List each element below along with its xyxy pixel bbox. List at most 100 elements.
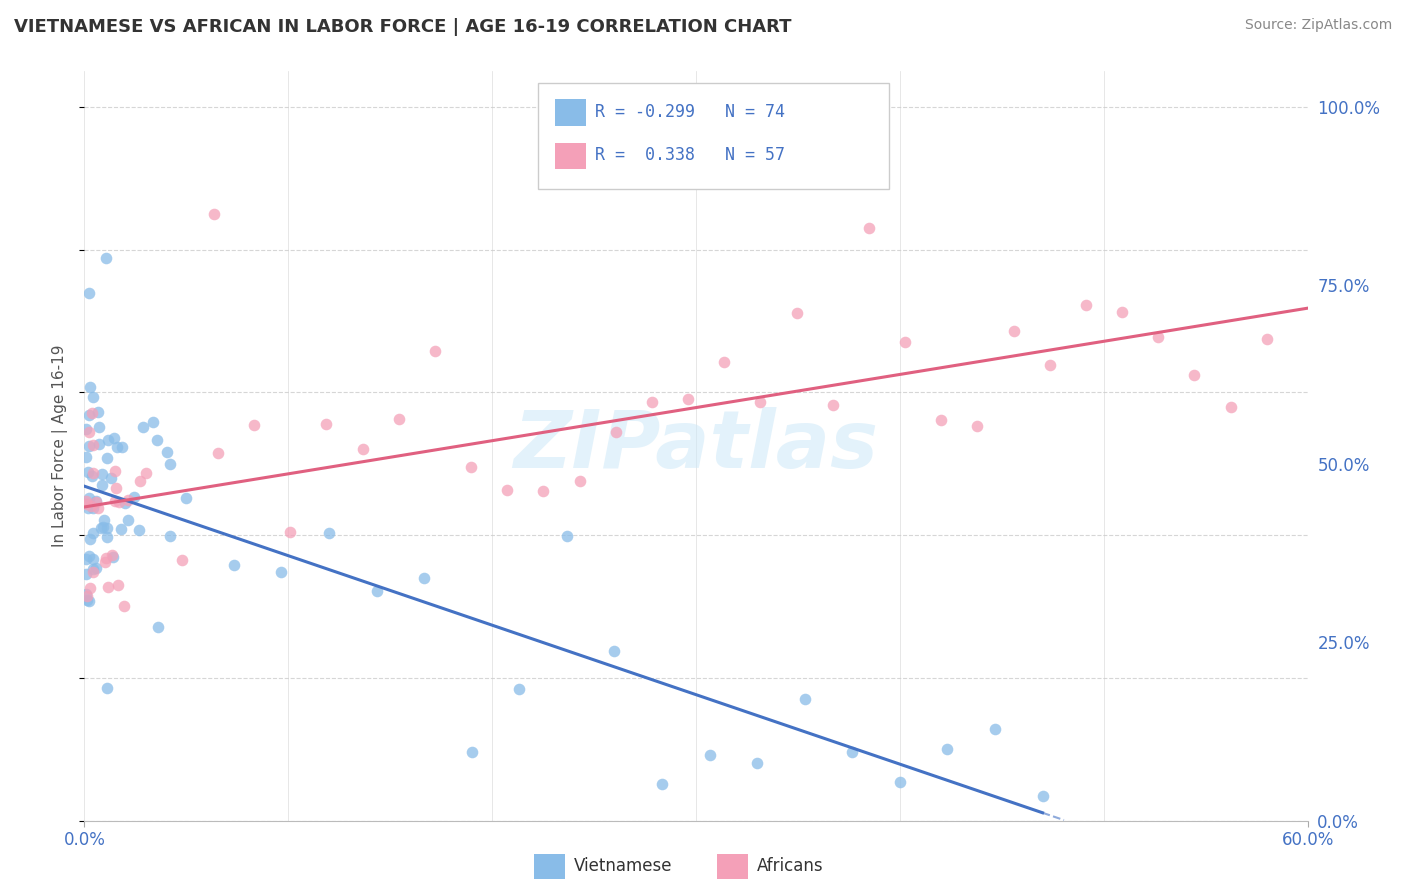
Point [79,532,101,546]
Point [75,497,97,511]
Point [82,562,104,576]
Point [555,529,578,543]
Point [984,723,1007,737]
Point [82,390,104,404]
Point [366,584,388,599]
Point [107,578,129,592]
Point [104,464,127,478]
Point [93,513,115,527]
Point [793,692,815,706]
Point [315,417,337,431]
Point [96,521,118,535]
Point [117,493,139,508]
Point [496,483,519,497]
Point [105,481,128,495]
Point [156,445,179,459]
Point [243,418,266,433]
Point [936,742,959,756]
Point [112,599,135,613]
Point [97,581,120,595]
Point [676,392,699,407]
Point [146,620,169,634]
Point [128,523,150,537]
Point [79,581,101,595]
Point [841,745,863,759]
Point [75,566,97,581]
Point [75,551,97,566]
Point [894,334,917,349]
Point [75,587,97,601]
Point [77,466,100,480]
Point [87,405,110,419]
Point [159,529,181,543]
Point [531,484,554,499]
Point [96,450,118,465]
Point [174,491,197,505]
Point [713,355,735,369]
Point [1039,358,1062,372]
Point [96,252,118,266]
Point [96,433,118,447]
Point [966,418,988,433]
Point [77,549,100,564]
Point [202,207,225,221]
Point [96,550,118,565]
Point [77,594,100,608]
Point [105,440,128,454]
Point [460,460,482,475]
Point [76,501,98,516]
Point [117,513,139,527]
Point [461,745,484,759]
Point [77,491,100,505]
Text: R =  0.338   N = 57: R = 0.338 N = 57 [595,146,785,164]
Point [75,493,97,508]
Point [79,380,101,394]
Point [77,285,100,300]
Point [94,555,117,569]
Point [1147,330,1170,344]
Y-axis label: In Labor Force | Age 16-19: In Labor Force | Age 16-19 [52,344,69,548]
Point [87,500,110,515]
Point [75,450,97,465]
Point [100,471,122,485]
Point [82,438,104,452]
Point [318,525,340,540]
Text: ZIPatlas: ZIPatlas [513,407,879,485]
Point [89,420,111,434]
Point [1002,324,1025,338]
Point [929,413,952,427]
Point [413,571,436,585]
Point [388,412,411,426]
Point [91,467,114,481]
Text: Source: ZipAtlas.com: Source: ZipAtlas.com [1244,18,1392,32]
Point [82,466,104,480]
Point [110,523,132,537]
Point [91,478,114,492]
Point [603,644,626,658]
Point [79,409,101,423]
Point [82,552,104,566]
Point [104,493,127,508]
Point [84,561,107,575]
Point [101,550,124,565]
Point [1219,400,1241,414]
Point [508,682,530,697]
Point [96,681,118,696]
Point [76,589,98,603]
Point [1184,368,1206,382]
Point [75,422,97,436]
Point [821,398,844,412]
Point [82,406,104,420]
Point [651,777,673,791]
Point [96,531,118,545]
Point [889,775,911,789]
Point [135,466,157,480]
Point [1256,333,1278,347]
Point [76,592,98,607]
Point [352,442,374,456]
Point [568,474,591,488]
Point [159,457,181,471]
Point [1032,789,1054,803]
Point [79,499,101,513]
Point [114,496,136,510]
